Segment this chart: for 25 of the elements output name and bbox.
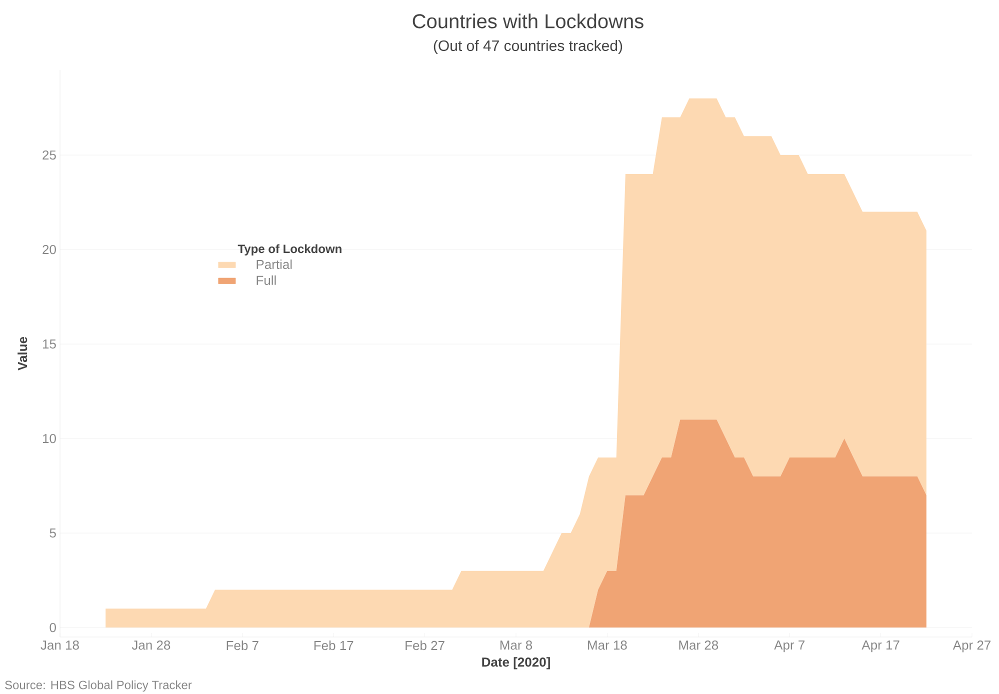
- chart-subtitle: (Out of 47 countries tracked): [434, 40, 622, 54]
- legend-label: Full: [256, 275, 276, 285]
- source-note: Source: HBS Global Policy Tracker: [5, 680, 192, 692]
- x-axis-title: Date [2020]: [482, 657, 550, 670]
- x-tick-label: Apr 7: [774, 640, 804, 652]
- y-tick-label: 0: [50, 622, 56, 632]
- x-tick-label: Feb 27: [406, 640, 444, 650]
- x-tick-label: Mar 18: [588, 640, 627, 650]
- legend-label: Partial: [256, 259, 292, 270]
- x-tick-label: Feb 17: [314, 640, 354, 650]
- x-tick-label: Mar 28: [679, 640, 718, 650]
- x-tick-label: Apr 17: [862, 640, 900, 652]
- y-tick-label: 20: [42, 244, 56, 254]
- y-tick-label: 10: [42, 434, 56, 444]
- y-tick-label: 5: [50, 528, 56, 538]
- x-tick-label: Feb 7: [226, 640, 258, 650]
- legend-title: Type of Lockdown: [238, 244, 342, 256]
- y-tick-label: 15: [42, 340, 56, 349]
- y-axis-title: Value: [18, 336, 28, 370]
- x-tick-label: Mar 8: [500, 640, 532, 650]
- chart-title: Countries with Lockdowns: [412, 14, 644, 28]
- x-tick-label: Apr 27: [952, 640, 990, 652]
- y-tick-label: 25: [42, 150, 56, 160]
- x-tick-label: Jan 18: [40, 640, 79, 650]
- x-tick-label: Jan 28: [132, 640, 170, 650]
